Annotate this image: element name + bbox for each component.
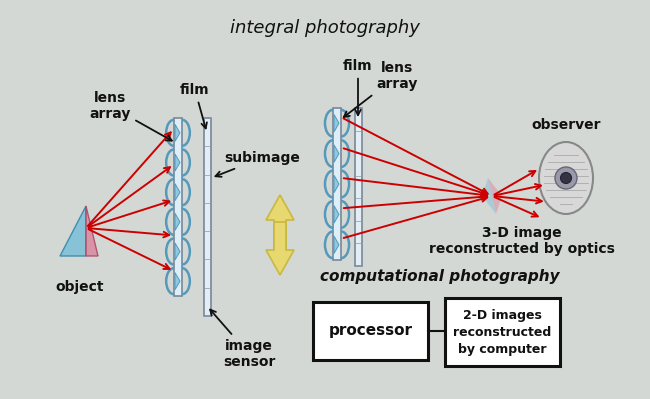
Polygon shape <box>334 236 339 253</box>
Bar <box>203 118 211 316</box>
Polygon shape <box>175 154 180 171</box>
Bar <box>445 298 560 366</box>
Polygon shape <box>266 195 294 248</box>
Polygon shape <box>266 222 294 275</box>
Text: lens
array: lens array <box>89 91 172 141</box>
Bar <box>174 118 182 296</box>
Text: integral photography: integral photography <box>230 19 420 37</box>
Polygon shape <box>175 213 180 230</box>
Polygon shape <box>175 124 180 141</box>
Text: observer: observer <box>531 118 601 132</box>
Polygon shape <box>86 206 98 256</box>
Polygon shape <box>334 175 339 193</box>
Bar <box>333 108 341 260</box>
Text: subimage: subimage <box>215 151 300 177</box>
Text: object: object <box>56 280 104 294</box>
Ellipse shape <box>555 167 577 189</box>
Bar <box>354 108 361 266</box>
Polygon shape <box>175 273 180 290</box>
Text: 2-D images
reconstructed
by computer: 2-D images reconstructed by computer <box>454 308 552 356</box>
Polygon shape <box>488 178 502 214</box>
Polygon shape <box>334 145 339 162</box>
Bar <box>313 302 428 360</box>
Text: image
sensor: image sensor <box>210 310 275 369</box>
Polygon shape <box>175 184 180 201</box>
Text: lens
array: lens array <box>344 61 418 117</box>
Polygon shape <box>482 178 496 214</box>
Text: computational photography: computational photography <box>320 269 560 284</box>
Text: processor: processor <box>328 324 413 338</box>
Ellipse shape <box>539 142 593 214</box>
Polygon shape <box>334 115 339 132</box>
Polygon shape <box>175 243 180 260</box>
Text: 3-D image
reconstructed by optics: 3-D image reconstructed by optics <box>429 226 615 256</box>
Text: film: film <box>343 59 373 115</box>
Polygon shape <box>60 206 86 256</box>
Polygon shape <box>334 205 339 223</box>
Ellipse shape <box>560 172 571 184</box>
Text: film: film <box>180 83 210 128</box>
